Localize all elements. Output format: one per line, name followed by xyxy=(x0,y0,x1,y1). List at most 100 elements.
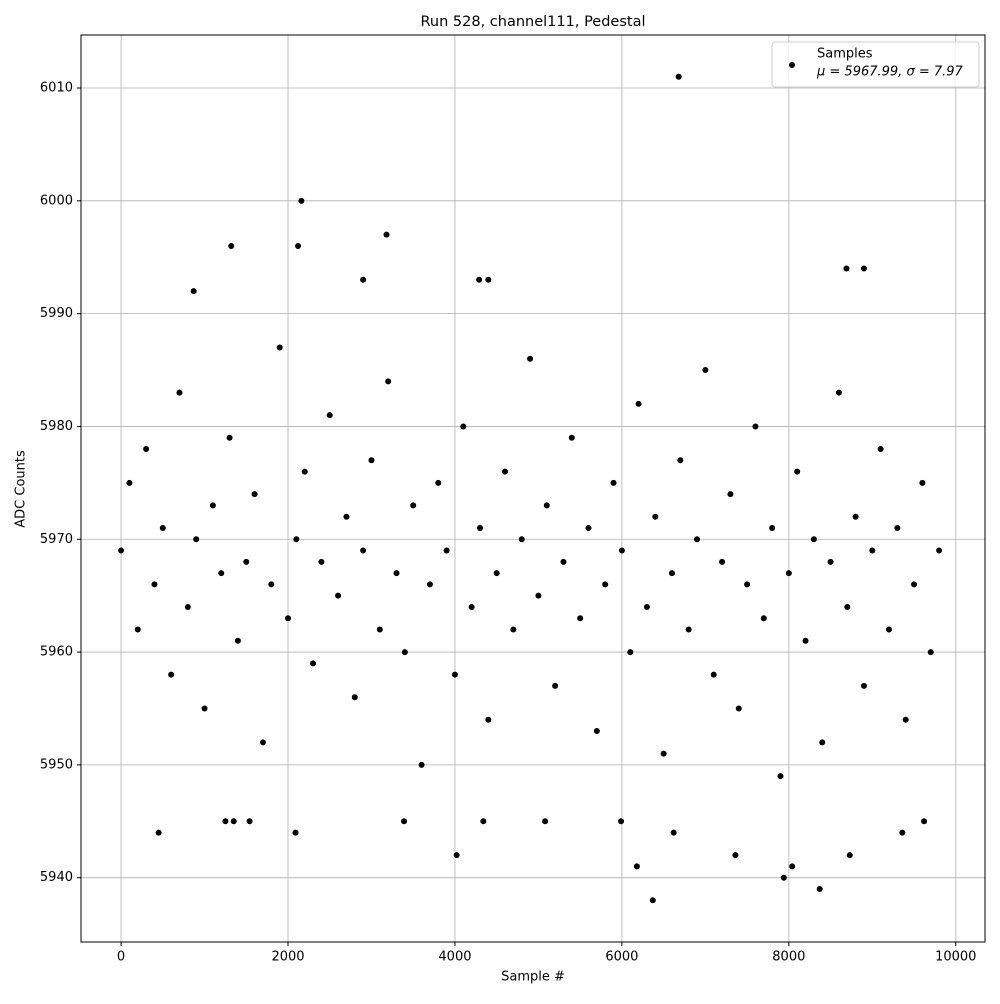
data-point xyxy=(627,649,634,656)
data-point xyxy=(899,829,906,836)
data-point xyxy=(190,288,197,295)
data-point xyxy=(209,502,216,509)
data-point xyxy=(401,818,408,825)
y-tick-label: 5960 xyxy=(40,645,73,660)
data-point xyxy=(376,626,383,633)
data-point xyxy=(780,874,787,881)
data-point xyxy=(618,547,625,554)
chart-title: Run 528, channel111, Pedestal xyxy=(420,14,645,30)
data-point xyxy=(902,716,909,723)
data-point xyxy=(535,592,542,599)
data-point xyxy=(810,536,817,543)
data-point xyxy=(635,400,642,407)
data-point xyxy=(318,558,325,565)
data-point xyxy=(485,716,492,723)
data-point xyxy=(184,603,191,610)
data-point xyxy=(243,558,250,565)
data-point xyxy=(527,355,534,362)
data-point xyxy=(351,694,358,701)
data-point xyxy=(668,570,675,577)
data-point xyxy=(126,479,133,486)
data-point xyxy=(298,197,305,204)
data-point xyxy=(295,242,302,249)
y-tick-label: 5950 xyxy=(40,757,73,772)
data-point xyxy=(794,468,801,475)
legend-box xyxy=(771,41,980,88)
data-point xyxy=(246,818,253,825)
data-point xyxy=(228,242,235,249)
data-point xyxy=(155,829,162,836)
data-point xyxy=(643,603,650,610)
y-axis-label: ADC Counts xyxy=(14,450,29,528)
data-point xyxy=(660,750,667,757)
data-point xyxy=(860,265,867,272)
data-point xyxy=(383,231,390,238)
data-point xyxy=(819,739,826,746)
data-point xyxy=(443,547,450,554)
data-point xyxy=(744,581,751,588)
data-point xyxy=(435,479,442,486)
data-point xyxy=(343,513,350,520)
data-point xyxy=(176,389,183,396)
data-point xyxy=(552,682,559,689)
data-point xyxy=(610,479,617,486)
data-point xyxy=(326,412,333,419)
x-tick-label: 8000 xyxy=(772,950,805,965)
data-point xyxy=(118,547,125,554)
data-point xyxy=(453,852,460,859)
data-point xyxy=(485,276,492,283)
data-point xyxy=(802,637,809,644)
y-tick-label: 5940 xyxy=(40,870,73,885)
data-point xyxy=(677,457,684,464)
y-tick-label: 5980 xyxy=(40,419,73,434)
data-point xyxy=(360,276,367,283)
data-point xyxy=(268,581,275,588)
x-tick-label: 0 xyxy=(117,950,125,965)
data-point xyxy=(418,761,425,768)
data-point xyxy=(877,446,884,453)
data-point xyxy=(685,626,692,633)
data-point xyxy=(568,434,575,441)
data-point xyxy=(727,491,734,498)
data-point xyxy=(426,581,433,588)
data-point xyxy=(649,897,656,904)
data-point xyxy=(927,649,934,656)
data-point xyxy=(510,626,517,633)
data-point xyxy=(577,615,584,622)
y-tick-label: 6000 xyxy=(40,193,73,208)
y-tick-label: 5970 xyxy=(40,532,73,547)
data-point xyxy=(777,773,784,780)
legend-marker xyxy=(789,62,795,68)
data-point xyxy=(894,524,901,531)
data-point xyxy=(694,536,701,543)
data-point xyxy=(846,852,853,859)
data-point xyxy=(493,570,500,577)
data-point xyxy=(652,513,659,520)
y-tick-label: 6010 xyxy=(40,81,73,96)
data-point xyxy=(911,581,918,588)
plot-frame xyxy=(80,34,986,943)
data-point xyxy=(919,479,926,486)
data-point xyxy=(159,524,166,531)
data-point xyxy=(702,367,709,374)
x-tick-label: 2000 xyxy=(271,950,304,965)
data-point xyxy=(936,547,943,554)
data-point xyxy=(789,863,796,870)
x-axis-label: Sample # xyxy=(501,970,565,985)
data-point xyxy=(151,581,158,588)
data-point xyxy=(852,513,859,520)
data-point xyxy=(560,558,567,565)
data-point xyxy=(230,818,237,825)
data-point xyxy=(593,728,600,735)
data-point xyxy=(710,671,717,678)
data-point xyxy=(618,818,625,825)
data-point xyxy=(226,434,233,441)
data-point xyxy=(735,705,742,712)
data-point xyxy=(816,885,823,892)
legend-label: Samples xyxy=(817,47,873,62)
data-point xyxy=(335,592,342,599)
data-point xyxy=(844,603,851,610)
data-point xyxy=(293,536,300,543)
data-point xyxy=(752,423,759,430)
